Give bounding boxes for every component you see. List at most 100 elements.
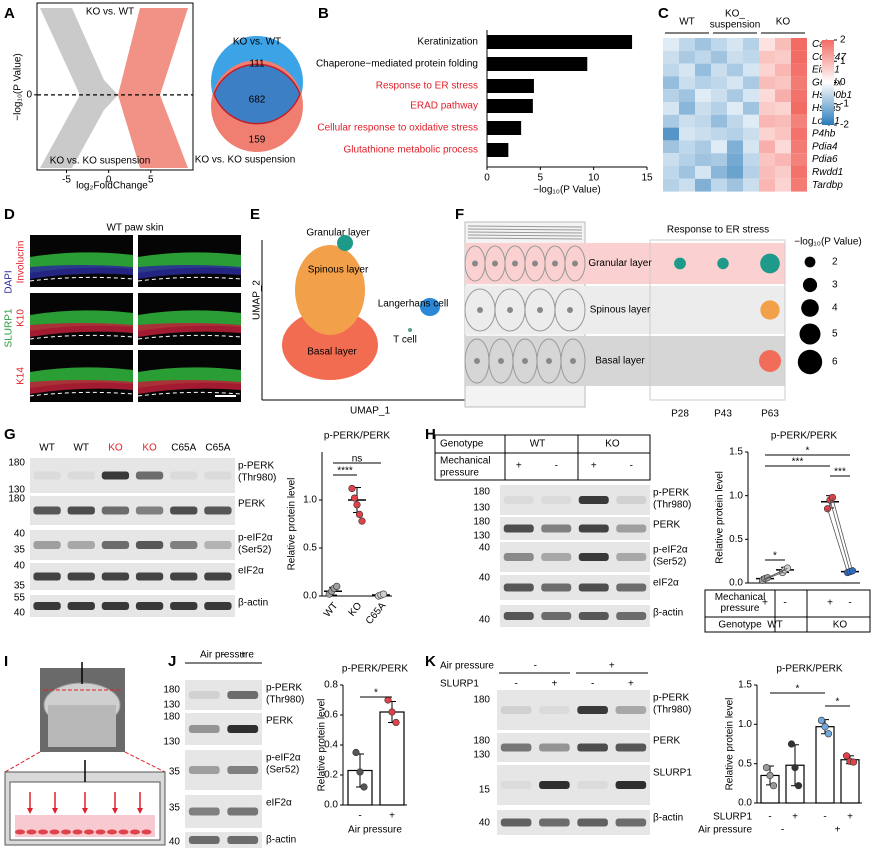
category-label: Glutathione metabolic process — [343, 145, 478, 156]
condition-label: Genotype — [440, 439, 484, 450]
group-label: suspension — [710, 20, 761, 31]
heatmap-cell — [759, 38, 775, 51]
panel-letter: G — [4, 426, 16, 443]
condition-cell: + — [591, 461, 597, 472]
protein-label: p-eIF2α — [653, 545, 688, 556]
heatmap-cell — [743, 140, 759, 154]
category-label: + — [389, 811, 395, 822]
arrow-head — [137, 808, 143, 814]
heatmap-cell — [711, 102, 727, 115]
blot-strip — [30, 496, 235, 525]
condition-cell: WT — [530, 439, 546, 450]
x-tick-label: 5 — [538, 173, 544, 184]
protein-label: p-eIF2α — [266, 753, 301, 764]
blot-band — [33, 471, 61, 480]
data-point — [817, 716, 826, 725]
colorbar-tick-label: -2 — [840, 120, 849, 131]
x-table-cell: - — [823, 812, 826, 823]
panel-letter: A — [4, 5, 15, 22]
heatmap-cell — [743, 127, 759, 141]
cluster — [282, 310, 378, 380]
protein-label: (Thr980) — [653, 705, 691, 716]
blot-band — [204, 602, 232, 610]
heatmap-cell — [695, 102, 711, 115]
heatmap-cell — [679, 153, 695, 166]
heatmap-cell — [727, 178, 743, 192]
cell — [72, 829, 83, 835]
blot-band — [503, 583, 534, 592]
blot-band — [67, 602, 95, 610]
protein-label: eIF2α — [266, 798, 292, 809]
mw-marker: 40 — [479, 543, 491, 554]
legend-dot — [799, 323, 821, 345]
y-tick-label: 0.0 — [729, 578, 743, 589]
x-table-frame — [704, 589, 871, 633]
heatmap-cell — [695, 127, 711, 141]
heatmap-cell — [727, 76, 743, 90]
heatmap-cell — [759, 153, 775, 166]
chamber — [4, 771, 166, 846]
x-tick-label: 0 — [106, 175, 112, 186]
nucleus — [492, 260, 498, 267]
plot-title: KO vs. WT — [86, 7, 134, 18]
protein-label: PERK — [266, 716, 294, 727]
stratum-corneum — [467, 228, 583, 231]
heatmap-cell — [663, 127, 679, 141]
stain-band — [30, 323, 133, 337]
heatmap-cell — [759, 127, 775, 141]
pair-line — [829, 499, 851, 572]
protein-label: eIF2α — [653, 578, 679, 589]
legend-label: 4 — [832, 303, 838, 314]
blot-band — [135, 471, 164, 480]
protein-label: SLURP1 — [653, 768, 692, 779]
condition-cell: + — [628, 679, 634, 690]
y-tick-label: 0 — [26, 89, 32, 100]
significance-label: *** — [792, 457, 804, 468]
heatmap-cell — [759, 76, 775, 90]
mw-marker: 130 — [8, 485, 25, 496]
bar — [815, 726, 835, 804]
blot-band — [541, 553, 572, 561]
heatmap-cell — [775, 63, 791, 77]
heatmap-cell — [743, 63, 759, 77]
nucleus — [537, 307, 543, 313]
heatmap-cell — [759, 102, 775, 115]
blot-band — [204, 471, 232, 480]
stain-band — [30, 265, 133, 279]
blot-band — [503, 524, 534, 533]
blot-band — [204, 572, 232, 581]
heatmap-cell — [695, 178, 711, 192]
legend-label: 3 — [832, 280, 838, 291]
x-tick-label: 10 — [588, 173, 600, 184]
plot-title: p-PERK/PERK — [776, 664, 842, 675]
legend-label: 6 — [832, 357, 838, 368]
heatmap-cell — [727, 89, 743, 102]
blot-band — [541, 583, 572, 592]
blot-band — [578, 583, 609, 592]
significance-label: * — [836, 697, 840, 708]
panel-letter: F — [455, 206, 464, 223]
x-table-cell: - — [783, 598, 786, 609]
protein-label: p-eIF2α — [238, 533, 273, 544]
arrow-head — [112, 808, 118, 814]
data-point — [794, 782, 803, 790]
condition-label: pressure — [440, 468, 479, 479]
heatmap-cell — [727, 153, 743, 166]
mw-marker: 40 — [14, 561, 26, 572]
stain-band — [30, 380, 133, 394]
protein-label: p-PERK — [238, 461, 274, 472]
y-tick-label: 0.5 — [303, 543, 317, 554]
venn-overlap — [213, 63, 301, 125]
cell — [49, 829, 60, 835]
heatmap-cell — [791, 127, 807, 141]
lane-label: WT — [39, 443, 55, 454]
nucleus — [477, 307, 483, 313]
heatmap-cell — [775, 76, 791, 90]
blot-strip — [500, 517, 650, 540]
significance-label: * — [374, 688, 378, 699]
heatmap-cell — [743, 76, 759, 90]
blot-band — [615, 781, 647, 789]
blot-band — [503, 612, 534, 620]
blot-band — [500, 706, 532, 714]
x-table-label: Mechanical — [715, 592, 766, 603]
